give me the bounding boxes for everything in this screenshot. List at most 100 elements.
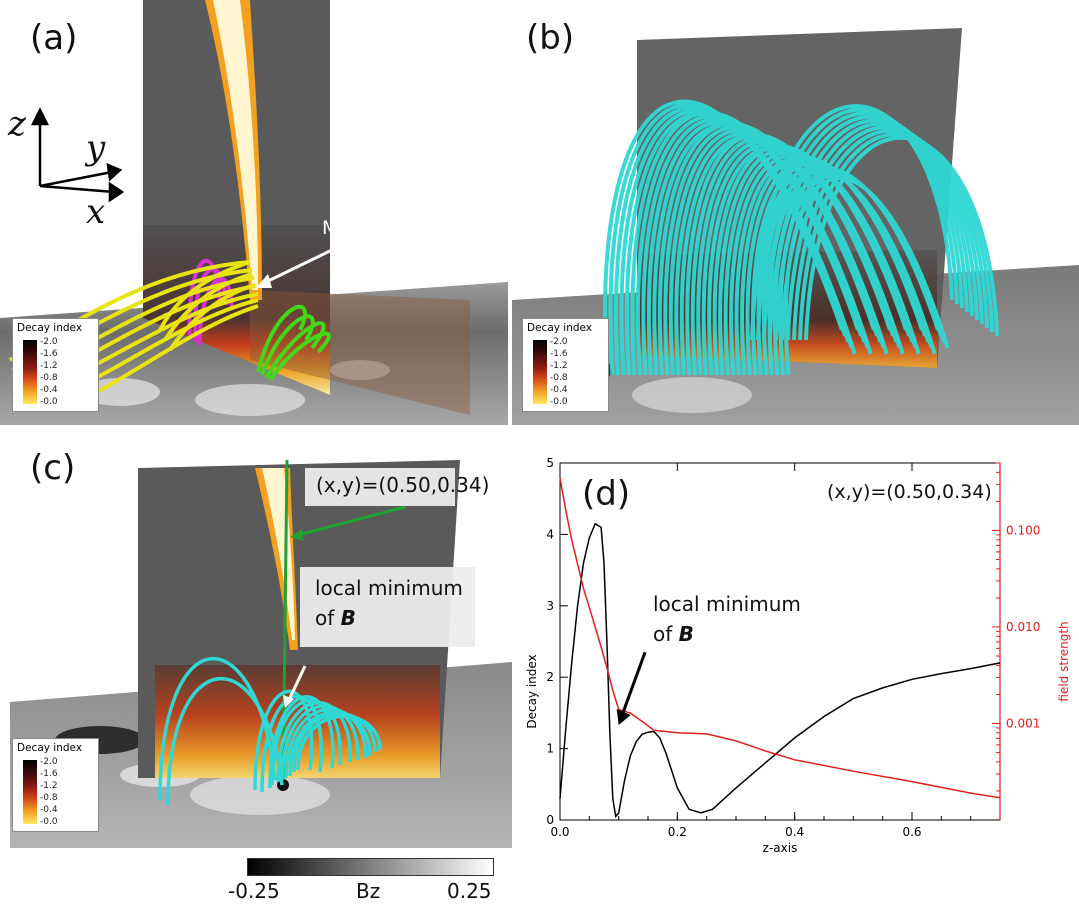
mfr-label: MFR bbox=[322, 217, 363, 239]
y2-tick-label: 0.010 bbox=[1006, 620, 1040, 634]
coord-label-c: (x,y)=(0.50,0.34) bbox=[316, 473, 490, 497]
legend-tick: -0.0 bbox=[550, 397, 568, 407]
cyan-field-line bbox=[768, 114, 969, 341]
cyan-field-line bbox=[750, 104, 954, 341]
legend-title: Decay index bbox=[17, 322, 83, 334]
min-label-c-of: of bbox=[315, 606, 341, 630]
mfr-arrow bbox=[261, 246, 337, 286]
legend-tick: -1.2 bbox=[40, 361, 58, 371]
cyan-field-line bbox=[780, 121, 979, 341]
decay-legend-b: Decay index -2.0 -1.6 -1.2 -0.8 -0.4 -0.… bbox=[522, 318, 609, 412]
legend-title: Decay index bbox=[527, 322, 593, 334]
coord-label-d: (x,y)=(0.50,0.34) bbox=[827, 481, 992, 503]
legend-tick: -2.0 bbox=[550, 337, 568, 347]
cyan-field-line bbox=[270, 698, 343, 786]
cyan-field-line bbox=[756, 107, 959, 341]
y2-tick-label: 0.001 bbox=[1006, 716, 1040, 730]
cyan-field-line bbox=[292, 711, 377, 773]
legend-colorbar bbox=[533, 340, 547, 404]
legend-tick: -0.4 bbox=[550, 385, 568, 395]
axis-y-label: y bbox=[86, 128, 106, 168]
legend-tick: -0.4 bbox=[40, 385, 58, 395]
min-box-c bbox=[300, 567, 475, 647]
bz-label: Bz bbox=[356, 879, 381, 903]
panel-a: (a) z y x MFR Decay index -2.0 -1.6 -1.2… bbox=[0, 0, 508, 425]
legend-colorbar bbox=[23, 760, 37, 824]
panel-b: (b) Decay index -2.0 -1.6 -1.2 -0.8 -0.4… bbox=[512, 0, 1079, 425]
x-tick-label: 0.4 bbox=[785, 825, 804, 839]
legend-tick: -0.0 bbox=[40, 817, 58, 827]
x-tick-label: 0.2 bbox=[668, 825, 687, 839]
plot-frame bbox=[559, 462, 1001, 821]
x-tick-label: 0.6 bbox=[902, 825, 921, 839]
panel-c-scene bbox=[10, 459, 512, 848]
vertical-sample-line bbox=[281, 459, 289, 786]
bz-min-label: -0.25 bbox=[228, 879, 280, 903]
decay-index-line bbox=[559, 522, 1001, 819]
cyan-field-line bbox=[804, 135, 999, 341]
panel-d: 0.0 0.2 0.4 0.6 0 1 2 3 4 5 0.001 0.010 0.100 z-axis D… bbox=[520, 448, 1079, 910]
min-label-d-of: of bbox=[653, 622, 679, 646]
legend-tick: -1.2 bbox=[40, 781, 58, 791]
panel-d-label: (d) bbox=[582, 474, 631, 514]
y2-tick-label: 0.100 bbox=[1006, 523, 1040, 537]
y-tick-label: 5 bbox=[546, 456, 554, 470]
min-label-d-line2: of B bbox=[653, 622, 694, 646]
y-tick-label: 0 bbox=[546, 813, 554, 827]
cyan-field-line bbox=[284, 707, 368, 779]
cyan-field-line bbox=[798, 132, 994, 341]
min-label-c-b: B bbox=[340, 606, 356, 630]
cyan-field-line bbox=[774, 118, 974, 341]
cyan-field-line bbox=[166, 676, 284, 806]
legend-tick: -1.6 bbox=[40, 349, 58, 359]
field-strength-line bbox=[559, 477, 1001, 799]
cyan-field-line bbox=[792, 129, 989, 341]
cyan-field-line bbox=[786, 125, 984, 341]
cyan-field-lines bbox=[603, 99, 999, 376]
legend-title: Decay index bbox=[17, 742, 83, 754]
legend-tick: -0.8 bbox=[40, 373, 58, 383]
y-tick-label: 2 bbox=[546, 670, 554, 684]
minimum-arrowhead bbox=[616, 709, 631, 726]
panel-c-label: (c) bbox=[30, 448, 76, 488]
panel-a-scene bbox=[0, 0, 508, 425]
y2-axis-label: field strength bbox=[1057, 621, 1071, 701]
panel-b-label: (b) bbox=[526, 18, 575, 58]
legend-tick: -0.4 bbox=[40, 805, 58, 815]
legend-tick: -1.6 bbox=[40, 769, 58, 779]
legend-tick: -0.8 bbox=[40, 793, 58, 803]
cyan-field-line bbox=[276, 701, 352, 783]
decay-legend-c: Decay index -2.0 -1.6 -1.2 -0.8 -0.4 -0.… bbox=[12, 738, 99, 832]
min-label-c-line2: of B bbox=[315, 606, 356, 630]
cyan-field-lines bbox=[158, 657, 382, 806]
axis-triad bbox=[30, 107, 125, 203]
bz-colorbar bbox=[247, 858, 494, 876]
panel-c: (c) (x,y)=(0.50,0.34) local minimum of B… bbox=[0, 440, 512, 848]
minimum-arrow bbox=[286, 665, 307, 703]
decay-legend-a: Decay index -2.0 -1.6 -1.2 -0.8 -0.4 -0.… bbox=[12, 318, 99, 412]
axis-x-label: x bbox=[86, 192, 106, 232]
y-tick-label: 4 bbox=[546, 527, 554, 541]
cyan-field-line bbox=[268, 695, 335, 789]
x-tick-label: 0.0 bbox=[550, 825, 569, 839]
min-label-c-line1: local minimum bbox=[315, 576, 463, 600]
legend-tick: -2.0 bbox=[40, 757, 58, 767]
cyan-field-line bbox=[296, 714, 382, 771]
legend-colorbar bbox=[23, 340, 37, 404]
legend-tick: -1.2 bbox=[550, 361, 568, 371]
y-axis-label: Decay index bbox=[525, 654, 539, 728]
y-tick-label: 3 bbox=[546, 599, 554, 613]
x-axis-label: z-axis bbox=[763, 841, 798, 855]
legend-tick: -2.0 bbox=[40, 337, 58, 347]
min-label-d-line1: local minimum bbox=[653, 592, 801, 616]
min-label-d-b: B bbox=[678, 622, 694, 646]
panel-b-scene bbox=[512, 28, 1079, 425]
legend-tick: -0.0 bbox=[40, 397, 58, 407]
legend-tick: -1.6 bbox=[550, 349, 568, 359]
bz-max-label: 0.25 bbox=[447, 879, 492, 903]
panel-a-label: (a) bbox=[30, 18, 78, 58]
coord-box-c bbox=[305, 468, 455, 506]
axis-z-label: z bbox=[8, 104, 26, 144]
cyan-field-line bbox=[762, 111, 964, 341]
green-field-lines bbox=[256, 304, 331, 382]
